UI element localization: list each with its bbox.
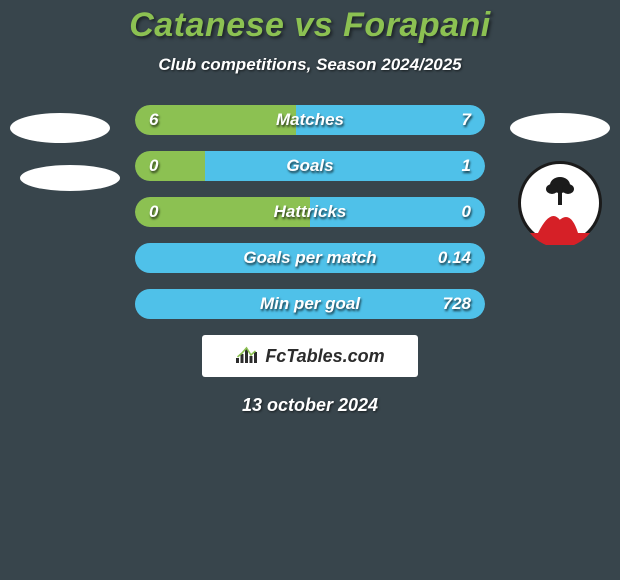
stat-label: Matches	[135, 110, 485, 130]
branding-text: FcTables.com	[265, 346, 384, 367]
stat-row: 0Goals1	[135, 151, 485, 181]
branding-box: FcTables.com	[202, 335, 418, 377]
value-right: 1	[462, 156, 471, 176]
subtitle: Club competitions, Season 2024/2025	[0, 55, 620, 75]
value-right: 0.14	[438, 248, 471, 268]
branding-chart-icon	[235, 345, 259, 368]
stat-label: Hattricks	[135, 202, 485, 222]
team-left-logo-1	[10, 113, 110, 143]
ellipse-placeholder-icon	[20, 165, 120, 191]
stat-row: 0Hattricks0	[135, 197, 485, 227]
stat-row: Min per goal728	[135, 289, 485, 319]
page-title: Catanese vs Forapani	[0, 0, 620, 45]
comparison-chart: 6Matches70Goals10Hattricks0Goals per mat…	[0, 105, 620, 319]
date-text: 13 october 2024	[0, 395, 620, 416]
team-left-logo-2	[20, 165, 120, 191]
stat-label: Min per goal	[135, 294, 485, 314]
ellipse-placeholder-icon	[10, 113, 110, 143]
ellipse-placeholder-icon	[510, 113, 610, 143]
value-right: 0	[462, 202, 471, 222]
stat-label: Goals	[135, 156, 485, 176]
stat-row: Goals per match0.14	[135, 243, 485, 273]
stat-row: 6Matches7	[135, 105, 485, 135]
value-right: 728	[443, 294, 471, 314]
team-right-logo-1	[510, 113, 610, 143]
value-right: 7	[462, 110, 471, 130]
stat-label: Goals per match	[135, 248, 485, 268]
team-right-badge	[518, 161, 602, 250]
